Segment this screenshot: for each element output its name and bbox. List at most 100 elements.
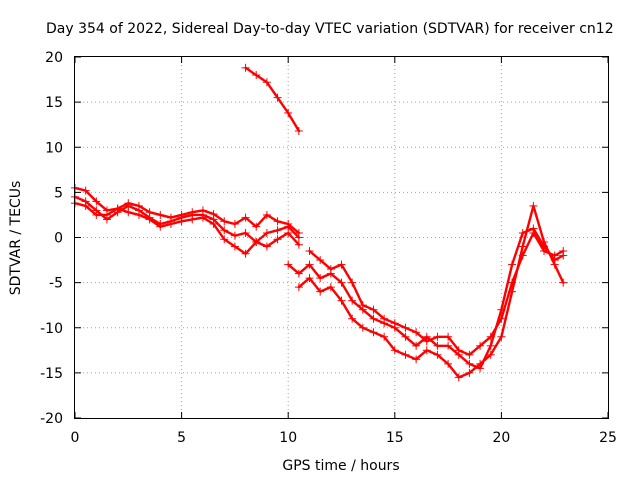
data-point xyxy=(156,210,165,219)
data-point xyxy=(294,127,303,136)
data-point xyxy=(81,186,90,195)
data-point xyxy=(305,247,314,256)
data-point xyxy=(412,341,421,350)
data-point xyxy=(454,346,463,355)
data-point xyxy=(422,346,431,355)
data-point xyxy=(518,242,527,251)
data-point xyxy=(401,332,410,341)
data-point xyxy=(252,222,261,231)
data-point xyxy=(508,278,517,287)
data-point xyxy=(348,278,357,287)
data-layer xyxy=(71,63,568,382)
series-track-b xyxy=(73,195,301,244)
data-point xyxy=(198,213,207,222)
x-tick-label: 15 xyxy=(386,430,404,446)
data-point xyxy=(518,251,527,260)
data-point xyxy=(476,359,485,368)
data-point xyxy=(433,332,442,341)
tick-layer: 0 5 10 15 20 25 -20 -15 -10 -5 0 5 10 15 20 xyxy=(40,50,617,446)
data-point xyxy=(241,228,250,237)
data-point xyxy=(134,210,143,219)
data-point xyxy=(476,341,485,350)
data-point xyxy=(540,238,549,247)
data-point xyxy=(348,296,357,305)
series-track-d xyxy=(244,66,301,133)
data-point xyxy=(305,260,314,269)
data-point xyxy=(305,274,314,283)
data-point xyxy=(465,359,474,368)
y-tick-label: 5 xyxy=(54,185,63,201)
data-point xyxy=(81,201,90,210)
data-point xyxy=(369,314,378,323)
data-point xyxy=(284,228,293,237)
data-point xyxy=(102,210,111,219)
data-point xyxy=(273,217,282,226)
data-point xyxy=(188,215,197,224)
data-point xyxy=(262,228,271,237)
data-point xyxy=(380,332,389,341)
data-point xyxy=(241,63,250,72)
data-point xyxy=(230,242,239,251)
series-track-a xyxy=(73,186,301,235)
data-point xyxy=(559,278,568,287)
x-tick-label: 25 xyxy=(599,430,617,446)
data-point xyxy=(145,215,154,224)
data-point xyxy=(358,301,367,310)
data-point xyxy=(444,359,453,368)
data-point xyxy=(294,283,303,292)
data-point xyxy=(92,197,101,206)
data-point xyxy=(401,350,410,359)
data-point xyxy=(369,305,378,314)
data-point xyxy=(369,328,378,337)
data-point xyxy=(166,219,175,228)
data-point xyxy=(220,235,229,244)
data-point xyxy=(559,247,568,256)
x-tick-label: 20 xyxy=(492,430,510,446)
data-point xyxy=(486,341,495,350)
data-point xyxy=(316,274,325,283)
x-tick-label: 10 xyxy=(279,430,297,446)
y-axis-label: SDTVAR / TECUs xyxy=(8,181,24,296)
data-point xyxy=(390,346,399,355)
data-point xyxy=(529,201,538,210)
data-point xyxy=(124,208,133,217)
data-point xyxy=(294,233,303,242)
data-point xyxy=(358,323,367,332)
x-tick-label: 0 xyxy=(71,430,80,446)
y-tick-label: 10 xyxy=(45,140,63,156)
data-point xyxy=(337,296,346,305)
data-point xyxy=(177,217,186,226)
data-point xyxy=(465,368,474,377)
data-point xyxy=(380,314,389,323)
y-tick-label: -10 xyxy=(40,321,63,337)
data-point xyxy=(422,337,431,346)
data-point xyxy=(230,219,239,228)
data-point xyxy=(444,332,453,341)
data-point xyxy=(326,265,335,274)
data-point xyxy=(316,287,325,296)
data-point xyxy=(284,108,293,117)
data-point xyxy=(465,350,474,359)
data-point xyxy=(262,210,271,219)
x-axis-label: GPS time / hours xyxy=(282,458,399,474)
x-tick-label: 5 xyxy=(177,430,186,446)
data-point xyxy=(550,260,559,269)
data-point xyxy=(412,328,421,337)
chart-title: Day 354 of 2022, Sidereal Day-to-day VTE… xyxy=(46,21,614,37)
data-point xyxy=(390,319,399,328)
data-point xyxy=(273,226,282,235)
data-point xyxy=(262,78,271,87)
y-tick-label: 0 xyxy=(54,231,63,247)
data-point xyxy=(316,256,325,265)
y-tick-label: 15 xyxy=(45,95,63,111)
data-point xyxy=(262,242,271,251)
data-point xyxy=(497,332,506,341)
data-point xyxy=(540,247,549,256)
data-point xyxy=(294,269,303,278)
data-point xyxy=(337,278,346,287)
data-point xyxy=(241,213,250,222)
y-tick-label: -5 xyxy=(49,276,63,292)
data-point xyxy=(348,314,357,323)
data-point xyxy=(220,217,229,226)
